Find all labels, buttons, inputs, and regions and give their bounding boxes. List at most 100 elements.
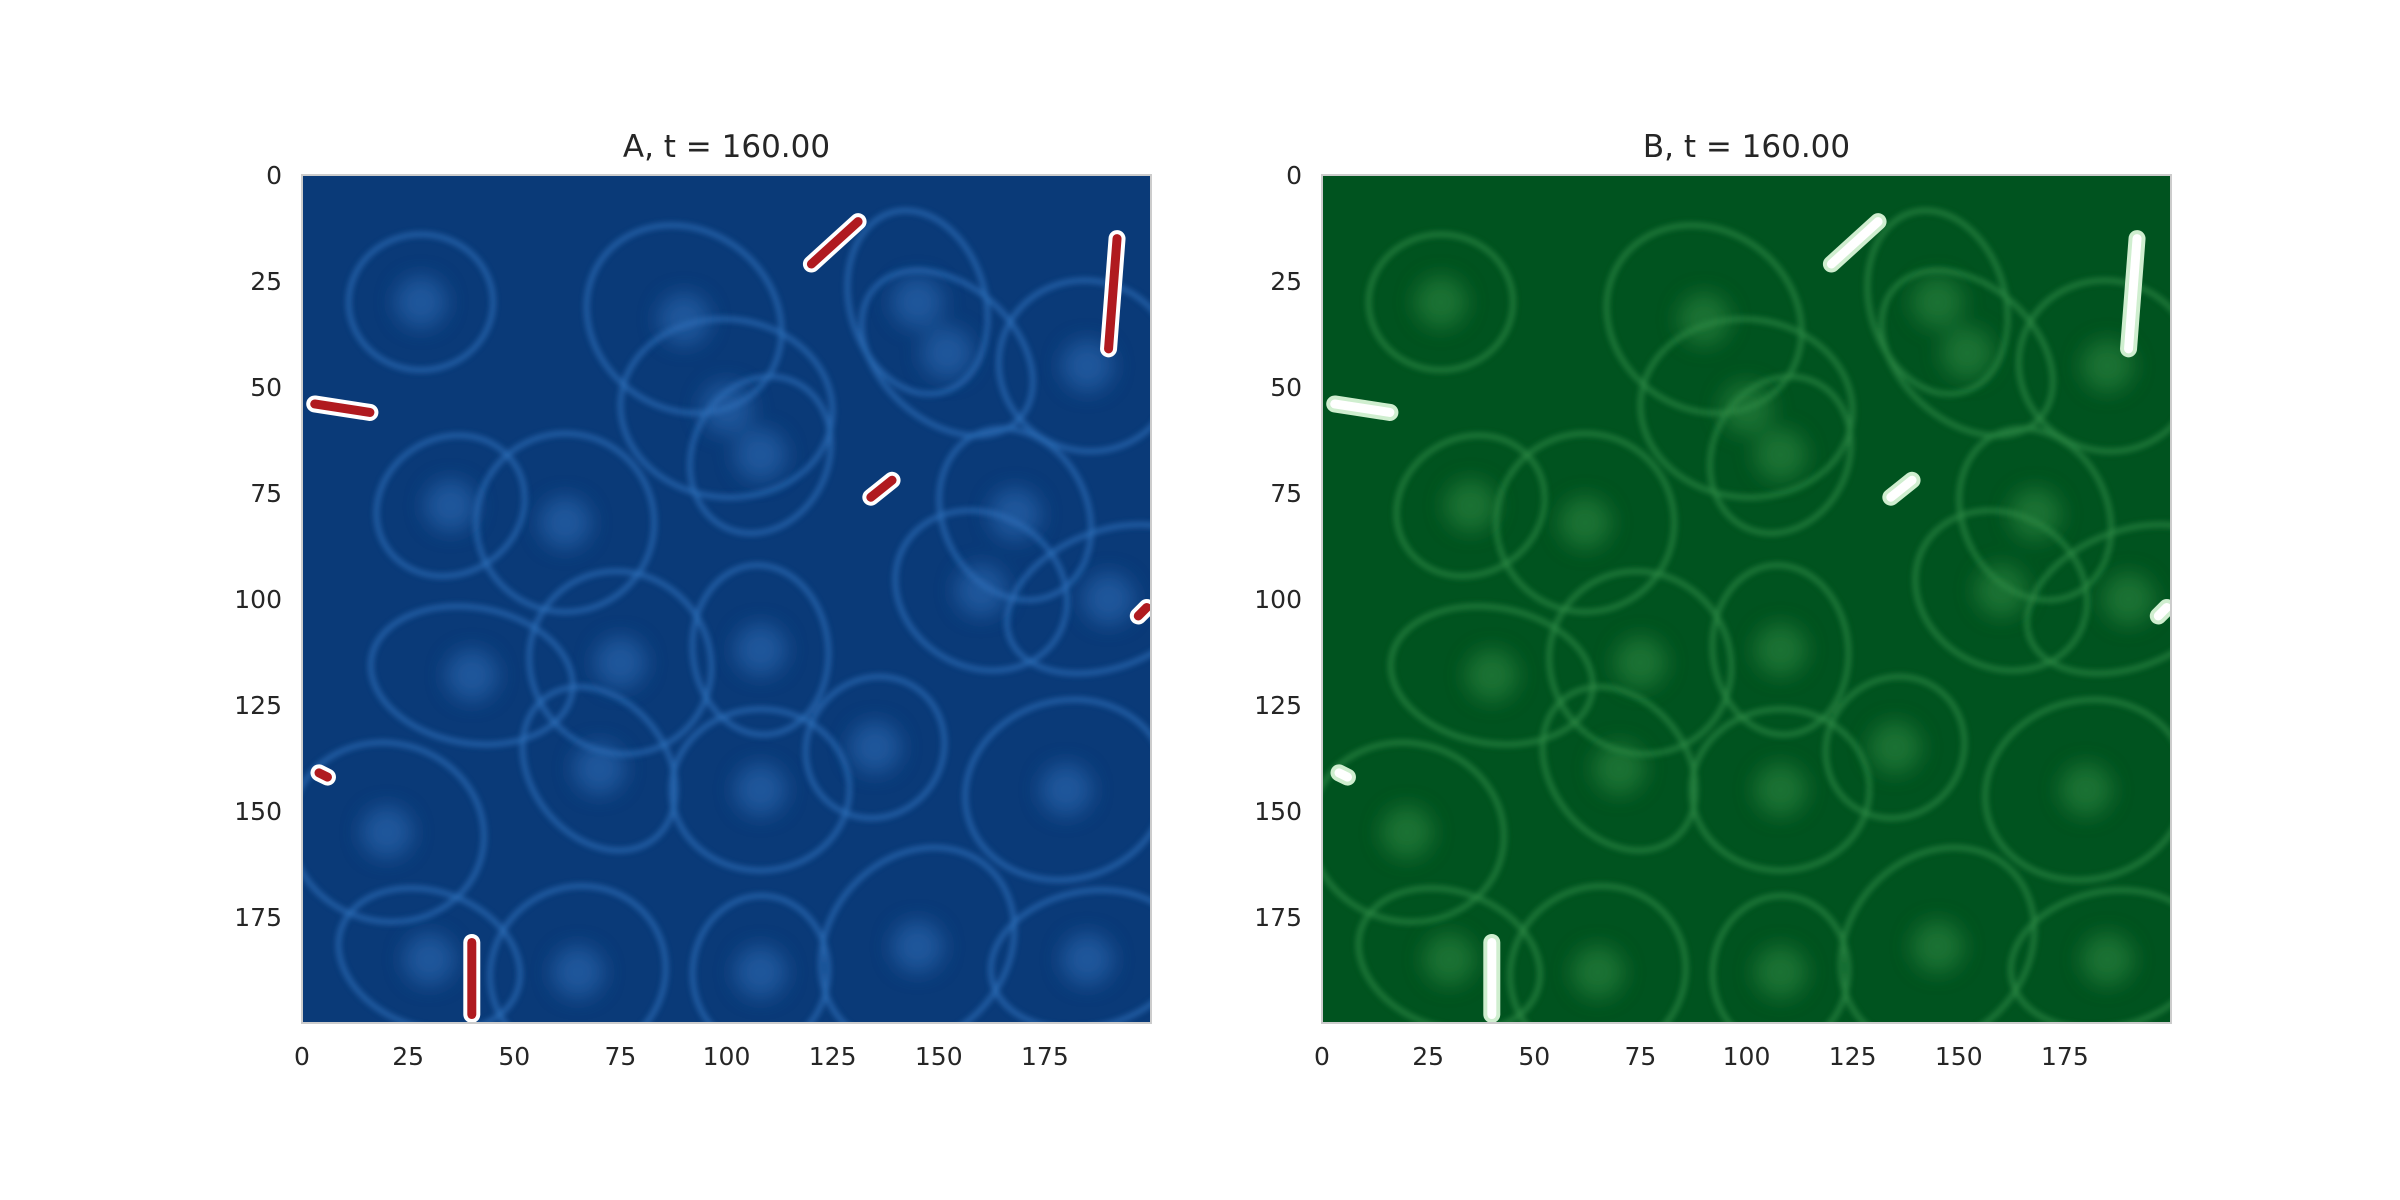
x-tick-label: 50 [498, 1042, 530, 1071]
cell-boundary [690, 893, 831, 1023]
cell-centre [1678, 293, 1731, 346]
cell-boundary [1540, 684, 1699, 853]
cell-boundary [1356, 885, 1543, 1023]
cell-centre [1754, 623, 1807, 676]
x-tick-label: 125 [809, 1042, 857, 1071]
cell-centre [1911, 920, 1964, 973]
cell-boundary [1709, 562, 1852, 738]
panel-b-membranes [1322, 208, 2171, 1023]
cell-centre [445, 649, 498, 702]
cell-boundary [336, 885, 523, 1023]
cell-boundary [1546, 568, 1734, 757]
cell-centre [1082, 573, 1135, 625]
cell-boundary [584, 222, 784, 416]
cell-boundary [1982, 697, 2171, 883]
cell-centre [360, 806, 413, 859]
cell-centre [734, 946, 787, 999]
panel-b: B, t = 160.00 0 25 50 75 100 125 150 175 0 25 50 7… [1254, 129, 2172, 1071]
cell-centre [573, 742, 626, 795]
cell-centre [989, 488, 1042, 541]
cell-centre [1061, 339, 1114, 392]
cell-centre [891, 920, 944, 973]
x-tick-label: 100 [1723, 1042, 1771, 1071]
cell-centre [734, 763, 787, 816]
y-tick-label: 150 [234, 797, 282, 826]
cell-boundary [2008, 887, 2171, 1023]
cell-centre [1559, 496, 1612, 549]
cell-boundary [936, 425, 1094, 603]
cell-boundary [346, 231, 496, 373]
cell-boundary [526, 568, 714, 757]
cell-boundary [1507, 883, 1689, 1023]
cell-centre [1571, 946, 1624, 999]
cell-centre [1444, 479, 1497, 532]
cell-boundary [1388, 603, 1596, 747]
hot-spot [1826, 217, 1883, 269]
panel-a-frame [301, 174, 1152, 1024]
y-tick-label: 75 [1270, 479, 1302, 508]
cell-centre [394, 276, 447, 329]
cell-centre [1941, 327, 1994, 380]
panel-b-cell-pattern [1322, 208, 2171, 1023]
hot-spot [314, 768, 332, 782]
cell-centre [921, 327, 974, 380]
cell-centre [2081, 339, 2134, 392]
hot-spot [1133, 602, 1151, 621]
cell-boundary [1637, 316, 1856, 500]
hot-spot [866, 475, 897, 502]
cell-boundary [1864, 208, 2011, 397]
panel-a-x-ticks: 0 25 50 75 100 125 150 175 [294, 1042, 1069, 1071]
cell-boundary [1838, 845, 2037, 1023]
hot-spot [1886, 475, 1917, 502]
cell-centre [1380, 806, 1433, 859]
cell-boundary [1688, 706, 1872, 873]
panel-a-hot-spots [306, 213, 1151, 1023]
cell-centre [1975, 564, 2028, 617]
y-tick-label: 150 [1254, 797, 1302, 826]
cell-boundary [1004, 522, 1151, 676]
cell-boundary [668, 706, 852, 873]
cell-boundary [689, 562, 832, 738]
x-tick-label: 125 [1829, 1042, 1877, 1071]
cell-centre [2009, 488, 2062, 541]
cell-boundary [1879, 268, 2056, 439]
x-tick-label: 150 [915, 1042, 963, 1071]
x-tick-label: 25 [1412, 1042, 1444, 1071]
cell-boundary [1604, 222, 1804, 416]
x-tick-label: 25 [392, 1042, 424, 1071]
y-tick-label: 175 [234, 903, 282, 932]
cell-centre [1754, 428, 1807, 481]
cell-centre [891, 276, 944, 329]
y-tick-label: 0 [1286, 161, 1302, 190]
panel-a-cell-pattern [302, 208, 1151, 1023]
cell-centre [2060, 763, 2113, 816]
cell-boundary [520, 684, 679, 853]
cell-centre [849, 721, 902, 774]
cell-boundary [1366, 231, 1516, 373]
cell-boundary [2024, 522, 2171, 676]
y-tick-label: 25 [1270, 267, 1302, 296]
hot-spot [1334, 768, 1352, 782]
panel-b-title: B, t = 160.00 [1643, 129, 1850, 165]
hot-spot [310, 399, 375, 417]
cell-boundary [473, 431, 657, 615]
panel-b-hot-spots [1326, 213, 2171, 1023]
panel-a: A, t = 160.00 0 25 50 75 100 125 150 175 0 25 50 7… [234, 129, 1152, 1071]
hot-spot [1104, 234, 1122, 354]
cell-centre [403, 933, 456, 986]
cell-boundary [1823, 674, 1967, 821]
y-tick-label: 100 [234, 585, 282, 614]
y-tick-label: 100 [1254, 585, 1302, 614]
cell-centre [1869, 721, 1922, 774]
panel-a-title: A, t = 160.00 [623, 129, 830, 165]
x-tick-label: 100 [703, 1042, 751, 1071]
cell-centre [700, 382, 753, 435]
y-tick-label: 0 [266, 161, 282, 190]
cell-boundary [368, 603, 576, 747]
cell-centre [594, 636, 647, 689]
cell-centre [539, 496, 592, 549]
cell-centre [1911, 276, 1964, 329]
y-tick-label: 25 [250, 267, 282, 296]
x-tick-label: 150 [1935, 1042, 1983, 1071]
hot-spot [2153, 602, 2171, 621]
